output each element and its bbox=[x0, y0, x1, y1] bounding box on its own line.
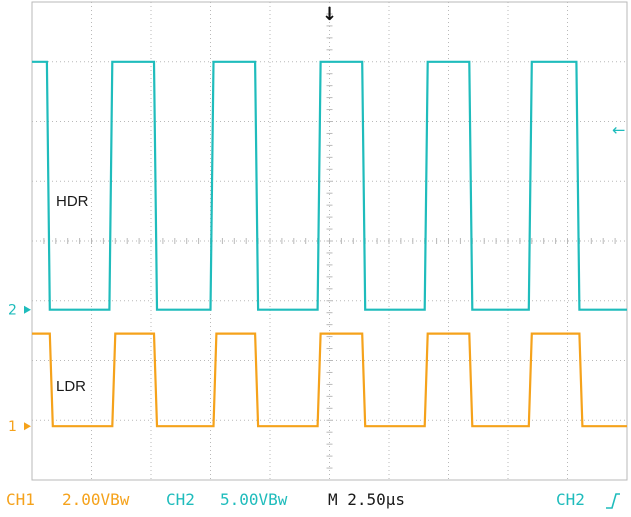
traces bbox=[32, 60, 627, 428]
series-line-ldr bbox=[32, 332, 627, 428]
ch1-scale: 2.00VBw bbox=[62, 490, 130, 509]
ch2-ground-marker[interactable]: 2 bbox=[8, 303, 31, 319]
series-line-hdr bbox=[32, 60, 627, 311]
trigger-position-marker[interactable]: ↓ bbox=[322, 4, 337, 25]
status-bar: CH1 2.00VBw CH2 5.00VBw M 2.50µs CH2 bbox=[0, 486, 631, 517]
trigger-level-marker[interactable]: ← bbox=[612, 120, 625, 139]
series-label-hdr: HDR bbox=[56, 193, 89, 210]
svg-text:1: 1 bbox=[8, 419, 17, 435]
ch1-ground-marker[interactable]: 1 bbox=[8, 419, 31, 435]
rising-edge-icon bbox=[606, 493, 620, 509]
timebase-readout[interactable]: M 2.50µs bbox=[328, 490, 406, 509]
ch1-label[interactable]: CH1 bbox=[6, 490, 35, 509]
ch2-scale: 5.00VBw bbox=[220, 490, 288, 509]
svg-text:2: 2 bbox=[8, 303, 17, 319]
trigger-source[interactable]: CH2 bbox=[556, 490, 585, 509]
ch2-label[interactable]: CH2 bbox=[166, 490, 195, 509]
series-label-ldr: LDR bbox=[56, 378, 86, 395]
